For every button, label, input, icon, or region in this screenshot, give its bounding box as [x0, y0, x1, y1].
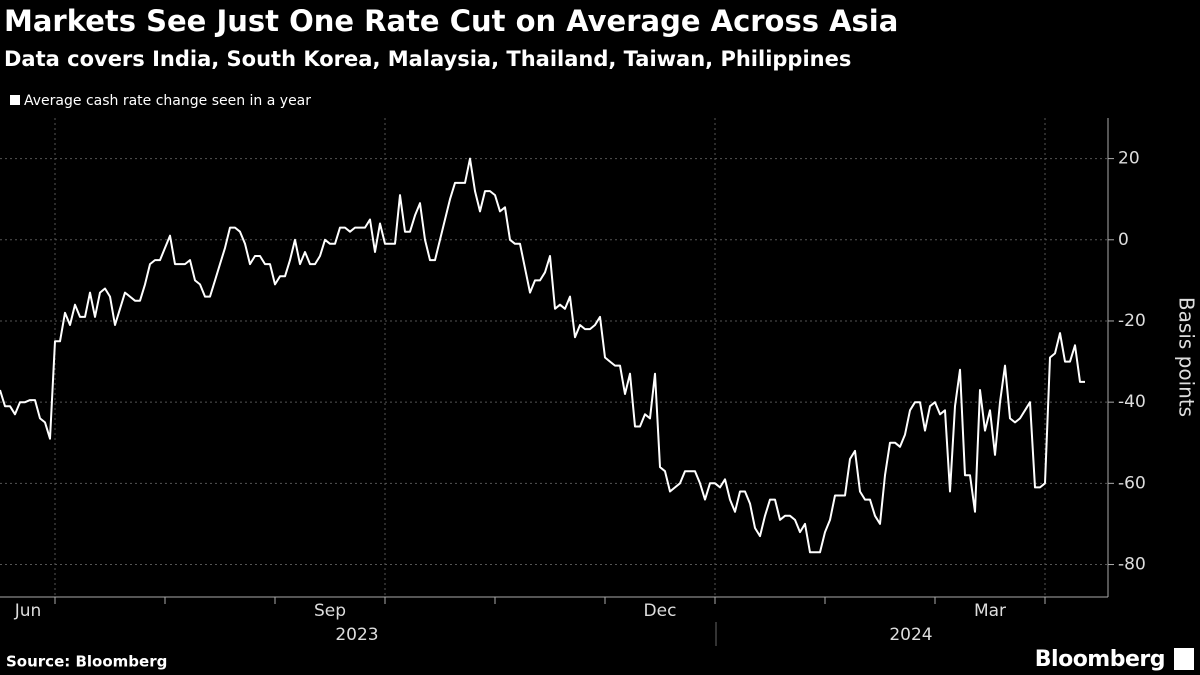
x-tick-label: Jun: [14, 601, 42, 621]
y-axis-label: Basis points: [1175, 297, 1199, 417]
y-tick-label: -40: [1118, 392, 1146, 412]
brand: Bloomberg: [1035, 647, 1165, 672]
x-tick-label: Mar: [974, 601, 1006, 621]
chart-subtitle: Data covers India, South Korea, Malaysia…: [4, 47, 851, 71]
x-tick-label: Sep: [314, 601, 346, 621]
y-tick-label: -80: [1118, 555, 1146, 575]
legend-swatch: [10, 95, 20, 105]
y-tick-label: 0: [1118, 230, 1129, 250]
chart-title: Markets See Just One Rate Cut on Average…: [4, 4, 898, 38]
legend-label: Average cash rate change seen in a year: [24, 93, 311, 109]
x-tick-label: Dec: [644, 601, 677, 621]
source: Source: Bloomberg: [6, 653, 167, 671]
y-tick-label: -20: [1118, 311, 1146, 331]
x-group-label: 2023: [335, 625, 378, 645]
x-group-label: 2024: [889, 625, 932, 645]
brand-icon: [1174, 648, 1194, 670]
y-tick-label: 20: [1118, 149, 1140, 169]
y-tick-label: -60: [1118, 473, 1146, 493]
series-line: [0, 157, 1085, 554]
